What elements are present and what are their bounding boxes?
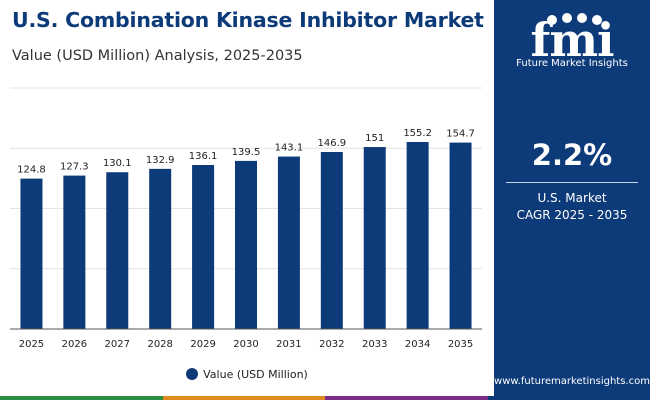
bar-2027 xyxy=(106,172,129,329)
bar-2026 xyxy=(63,175,86,329)
data-label-2035: 154.7 xyxy=(446,129,475,140)
bar-chart: 124.8 2025 127.3 2026 130.1 2027 132.9 2028 136.… xyxy=(10,87,482,350)
side-panel: fmi Future Market Insights 2.2% U.S. Mar… xyxy=(494,0,650,400)
footer-color-segment xyxy=(325,396,488,400)
x-tick-2028: 2028 xyxy=(147,339,172,350)
x-tick-2025: 2025 xyxy=(19,339,44,350)
x-tick-2034: 2034 xyxy=(405,339,430,350)
bar-2025 xyxy=(20,178,43,329)
x-tick-2032: 2032 xyxy=(319,339,344,350)
data-label-2028: 132.9 xyxy=(146,155,175,166)
bar-2028 xyxy=(149,168,172,329)
x-tick-2030: 2030 xyxy=(233,339,258,350)
x-tick-2031: 2031 xyxy=(276,339,301,350)
divider xyxy=(506,182,638,183)
cagr-value: 2.2% xyxy=(531,138,613,172)
page-title: U.S. Combination Kinase Inhibitor Market xyxy=(12,8,484,32)
x-tick-2029: 2029 xyxy=(190,339,215,350)
bar-2029 xyxy=(192,164,215,329)
bar-2033 xyxy=(363,147,386,329)
website-link[interactable]: www.futuremarketinsights.com xyxy=(494,376,650,387)
footer-color-bar xyxy=(0,396,650,400)
bar-2032 xyxy=(320,151,343,329)
data-label-2025: 124.8 xyxy=(17,165,46,176)
x-tick-2026: 2026 xyxy=(62,339,87,350)
legend-label: Value (USD Million) xyxy=(203,368,308,381)
cagr-label-period: CAGR 2025 - 2035 xyxy=(516,208,628,222)
data-label-2027: 130.1 xyxy=(103,158,132,169)
footer-color-segment xyxy=(0,396,163,400)
data-label-2029: 136.1 xyxy=(189,151,218,162)
x-tick-2027: 2027 xyxy=(105,339,130,350)
bar-2034 xyxy=(406,141,429,329)
bar-2031 xyxy=(277,156,300,329)
cagr-label: U.S. Market CAGR 2025 - 2035 xyxy=(494,190,650,224)
x-tick-2035: 2035 xyxy=(448,339,473,350)
data-label-2030: 139.5 xyxy=(232,147,261,158)
footer-color-segment xyxy=(162,396,325,400)
bar-2035 xyxy=(449,142,472,329)
data-label-2034: 155.2 xyxy=(403,128,432,139)
chart-panel: U.S. Combination Kinase Inhibitor Market… xyxy=(0,8,494,381)
fmi-logo: fmi xyxy=(531,13,615,67)
data-label-2031: 143.1 xyxy=(275,143,304,154)
chart-subtitle: Value (USD Million) Analysis, 2025-2035 xyxy=(12,48,303,64)
footer-color-segment xyxy=(487,396,650,400)
legend-swatch xyxy=(186,368,199,380)
chart-legend: Value (USD Million) xyxy=(0,368,494,381)
data-label-2033: 151 xyxy=(365,133,384,144)
brand-name: Future Market Insights xyxy=(516,58,628,69)
data-label-2032: 146.9 xyxy=(317,138,346,149)
cagr-label-market: U.S. Market xyxy=(537,191,607,205)
bar-2030 xyxy=(235,160,257,329)
data-label-2026: 127.3 xyxy=(60,162,89,173)
x-tick-2033: 2033 xyxy=(362,339,387,350)
